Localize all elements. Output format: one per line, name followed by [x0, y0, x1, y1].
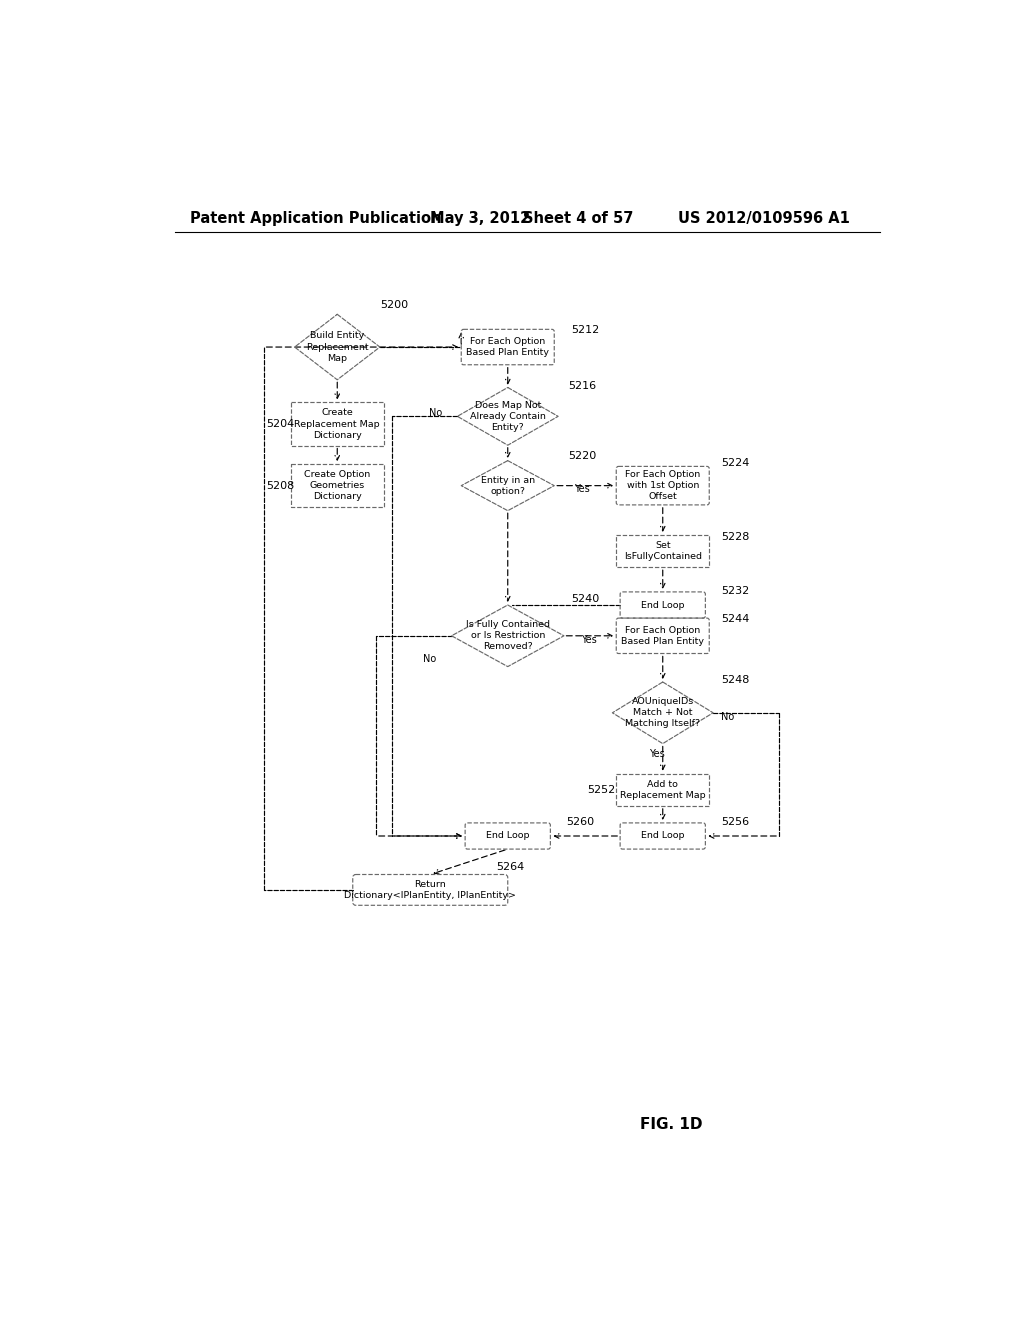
- Text: 5244: 5244: [721, 614, 750, 624]
- Text: 5216: 5216: [568, 380, 596, 391]
- Text: Create
Replacement Map
Dictionary: Create Replacement Map Dictionary: [295, 408, 380, 440]
- Text: Sheet 4 of 57: Sheet 4 of 57: [523, 211, 634, 226]
- Text: Yes: Yes: [573, 484, 590, 495]
- Text: 5224: 5224: [721, 458, 750, 467]
- Text: 5248: 5248: [721, 676, 750, 685]
- Text: 5212: 5212: [571, 325, 599, 335]
- Text: Patent Application Publication: Patent Application Publication: [190, 211, 441, 226]
- Text: End Loop: End Loop: [641, 832, 684, 841]
- Text: Does Map Not
Already Contain
Entity?: Does Map Not Already Contain Entity?: [470, 401, 546, 432]
- Text: May 3, 2012: May 3, 2012: [430, 211, 530, 226]
- Text: No: No: [429, 408, 442, 417]
- Text: Add to
Replacement Map: Add to Replacement Map: [620, 780, 706, 800]
- Text: 5264: 5264: [496, 862, 524, 871]
- Text: 5256: 5256: [721, 817, 749, 828]
- Text: No: No: [423, 653, 436, 664]
- Text: 5260: 5260: [566, 817, 594, 828]
- Text: Is Fully Contained
or Is Restriction
Removed?: Is Fully Contained or Is Restriction Rem…: [466, 620, 550, 651]
- Text: Yes: Yes: [581, 635, 596, 644]
- Text: End Loop: End Loop: [641, 601, 684, 610]
- Text: 5240: 5240: [571, 594, 599, 603]
- Text: Return
Dictionary<IPlanEntity, IPlanEntity>: Return Dictionary<IPlanEntity, IPlanEnti…: [344, 880, 516, 900]
- Text: Entity in an
option?: Entity in an option?: [480, 475, 535, 496]
- Text: 5220: 5220: [568, 451, 596, 462]
- Text: 5204: 5204: [266, 418, 294, 429]
- Text: Yes: Yes: [648, 750, 665, 759]
- Text: Build Entity
Replacement
Map: Build Entity Replacement Map: [306, 331, 369, 363]
- Text: For Each Option
Based Plan Entity: For Each Option Based Plan Entity: [466, 337, 549, 358]
- Text: 5200: 5200: [380, 300, 408, 310]
- Text: Set
IsFullyContained: Set IsFullyContained: [624, 541, 701, 561]
- Text: AOUniqueIDs
Match + Not
Matching Itself?: AOUniqueIDs Match + Not Matching Itself?: [626, 697, 700, 729]
- Text: Create Option
Geometries
Dictionary: Create Option Geometries Dictionary: [304, 470, 371, 502]
- Text: End Loop: End Loop: [486, 832, 529, 841]
- Text: 5252: 5252: [587, 785, 615, 795]
- Text: For Each Option
Based Plan Entity: For Each Option Based Plan Entity: [622, 626, 705, 645]
- Text: 5208: 5208: [266, 480, 294, 491]
- Text: No: No: [721, 711, 734, 722]
- Text: US 2012/0109596 A1: US 2012/0109596 A1: [678, 211, 850, 226]
- Text: For Each Option
with 1st Option
Offset: For Each Option with 1st Option Offset: [625, 470, 700, 502]
- Text: 5232: 5232: [721, 586, 750, 597]
- Text: 5228: 5228: [721, 532, 750, 543]
- Text: FIG. 1D: FIG. 1D: [640, 1117, 702, 1133]
